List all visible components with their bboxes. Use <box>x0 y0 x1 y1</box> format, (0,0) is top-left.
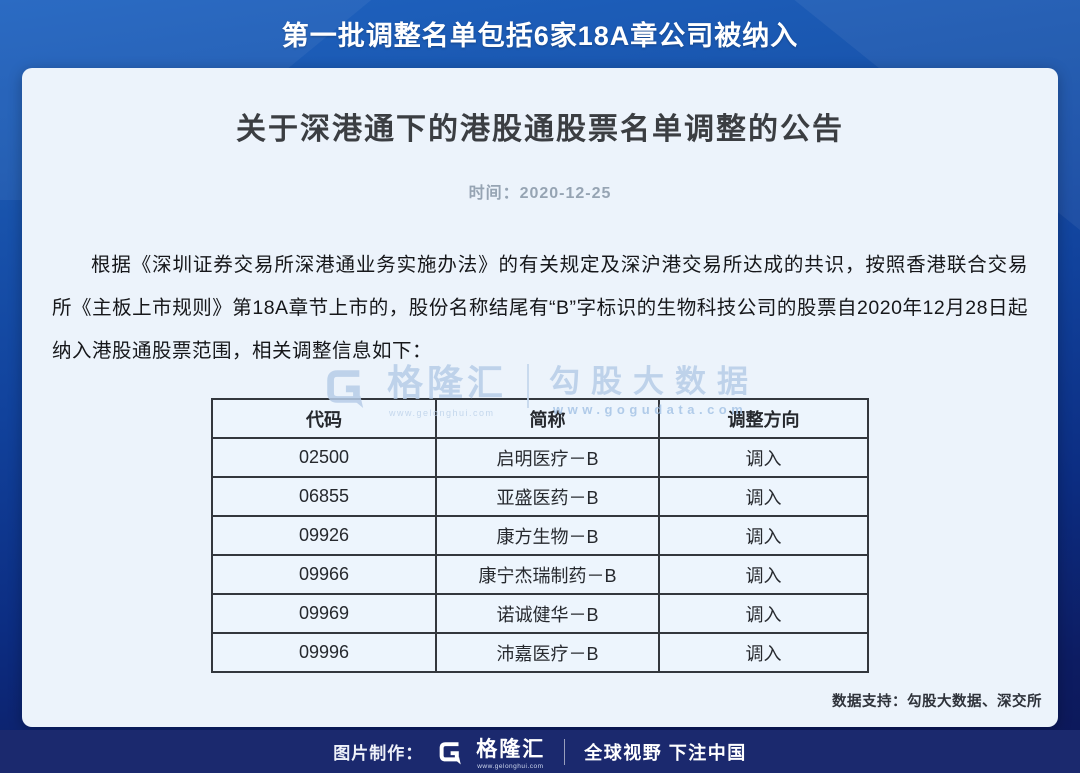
table-cell: 调入 <box>658 554 869 595</box>
table-row: 09969 诺诚健华－B 调入 <box>211 593 869 634</box>
top-banner: 第一批调整名单包括6家18A章公司被纳入 <box>0 0 1080 66</box>
table-cell: 09966 <box>211 554 437 595</box>
footer-bar: 图片制作： 格隆汇 www.gelonghui.com 全球视野 下注中国 <box>0 730 1080 773</box>
table-cell: 调入 <box>658 476 869 517</box>
table-cell: 调入 <box>658 632 869 673</box>
table-cell: 沛嘉医疗－B <box>435 632 660 673</box>
table-row: 09926 康方生物－B 调入 <box>211 515 869 556</box>
table-cell: 09969 <box>211 593 437 634</box>
column-header: 简称 <box>435 398 660 439</box>
footer-brand: 格隆汇 www.gelonghui.com <box>476 733 545 770</box>
table-row: 09996 沛嘉医疗－B 调入 <box>211 632 869 673</box>
table-cell: 09996 <box>211 632 437 673</box>
footer-brand-text: 格隆汇 <box>476 738 546 761</box>
footer-divider <box>564 738 566 765</box>
table-container: 代码 简称 调整方向 02500 启明医疗－B 调入 06855 亚盛医药－B 调入 09926… <box>22 398 1058 673</box>
gelonghui-logo-icon <box>436 738 463 765</box>
table-cell: 06855 <box>211 476 437 517</box>
table-cell: 亚盛医药－B <box>435 476 660 517</box>
column-header: 调整方向 <box>658 398 869 439</box>
footer-slogan: 全球视野 下注中国 <box>584 742 747 763</box>
table-row: 09966 康宁杰瑞制药－B 调入 <box>211 554 869 595</box>
announcement-title: 关于深港通下的港股通股票名单调整的公告 <box>236 113 844 146</box>
table-cell: 02500 <box>211 437 437 478</box>
footer-brand-url: www.gelonghui.com <box>477 763 544 770</box>
table-cell: 启明医疗－B <box>435 437 660 478</box>
table-row: 06855 亚盛医药－B 调入 <box>211 476 869 517</box>
table-cell: 09926 <box>211 515 437 556</box>
table-header-row: 代码 简称 调整方向 <box>211 398 869 439</box>
announcement-date: 时间：2020-12-25 <box>468 185 612 202</box>
announcement-card: 关于深港通下的港股通股票名单调整的公告 时间：2020-12-25 根据《深圳证… <box>22 68 1058 727</box>
table-cell: 诺诚健华－B <box>435 593 660 634</box>
announcement-body: 根据《深圳证券交易所深港通业务实施办法》的有关规定及深沪港交易所达成的共识，按照… <box>52 254 1028 362</box>
table-cell: 调入 <box>658 593 869 634</box>
table-cell: 康宁杰瑞制药－B <box>435 554 660 595</box>
table-cell: 调入 <box>658 437 869 478</box>
table-cell: 调入 <box>658 515 869 556</box>
adjustment-table: 代码 简称 调整方向 02500 启明医疗－B 调入 06855 亚盛医药－B 调入 09926… <box>211 398 869 673</box>
banner-title: 第一批调整名单包括6家18A章公司被纳入 <box>281 20 799 51</box>
data-support-note: 数据支持：勾股大数据、深交所 <box>832 694 1042 710</box>
column-header: 代码 <box>211 398 437 439</box>
table-cell: 康方生物－B <box>435 515 660 556</box>
made-by-label: 图片制作： <box>333 744 424 763</box>
table-row: 02500 启明医疗－B 调入 <box>211 437 869 478</box>
